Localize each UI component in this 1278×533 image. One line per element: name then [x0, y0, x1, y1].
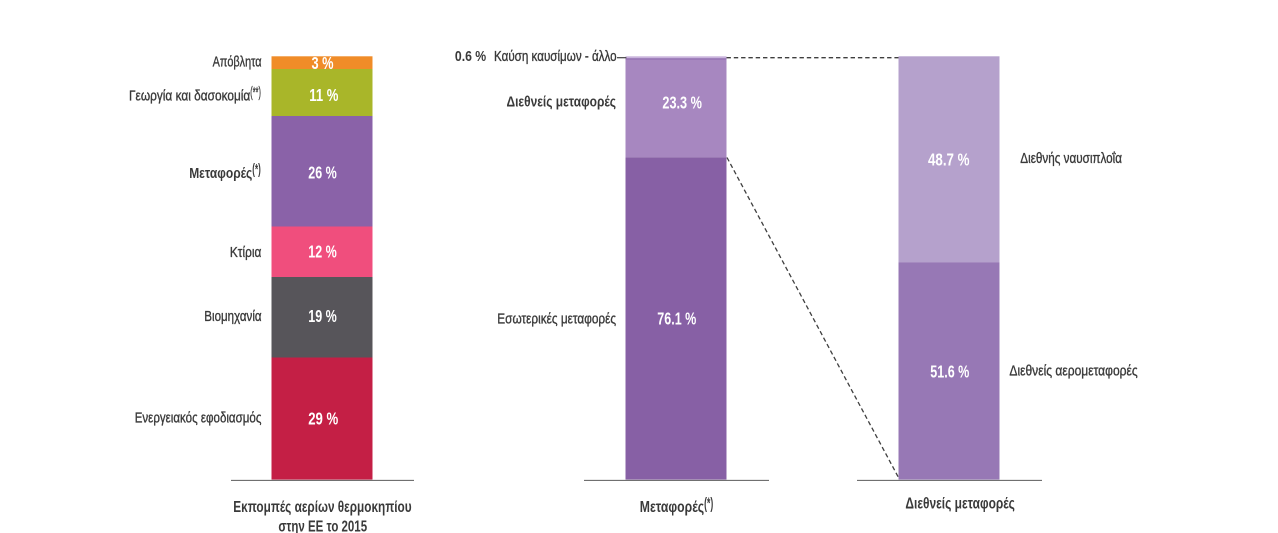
svg-text:51.6 %: 51.6 %	[930, 362, 969, 382]
svg-text:(*): (*)	[704, 495, 713, 512]
svg-text:Εσωτερικές μεταφορές: Εσωτερικές μεταφορές	[497, 311, 616, 327]
svg-text:(**): (**)	[250, 85, 261, 101]
svg-text:Διεθνείς αερομεταφορές: Διεθνείς αερομεταφορές	[1009, 364, 1137, 380]
svg-text:Εκπομπές αερίων θερμοκηπίου: Εκπομπές αερίων θερμοκηπίου	[233, 499, 411, 516]
svg-text:(*): (*)	[252, 162, 261, 178]
svg-text:19 %: 19 %	[308, 306, 337, 326]
svg-text:Απόβλητα: Απόβλητα	[213, 54, 262, 70]
svg-text:48.7 %: 48.7 %	[928, 150, 970, 170]
svg-text:Μεταφορές: Μεταφορές	[640, 499, 704, 516]
svg-text:Γεωργία και δασοκομία: Γεωργία και δασοκομία	[129, 88, 250, 104]
svg-text:12 %: 12 %	[308, 241, 337, 261]
svg-text:29 %: 29 %	[308, 408, 338, 428]
svg-text:στην ΕΕ το 2015: στην ΕΕ το 2015	[278, 518, 367, 533]
svg-text:11 %: 11 %	[309, 85, 338, 105]
svg-text:Ενεργειακός εφοδιασμός: Ενεργειακός εφοδιασμός	[135, 411, 262, 427]
svg-text:23.3 %: 23.3 %	[662, 92, 702, 112]
svg-text:Μεταφορές: Μεταφορές	[189, 166, 252, 182]
svg-text:Διεθνής ναυσιπλοΐα: Διεθνής ναυσιπλοΐα	[1020, 151, 1122, 167]
svg-text:3 %: 3 %	[312, 53, 334, 73]
svg-text:76.1 %: 76.1 %	[657, 309, 696, 329]
svg-text:Κτίρια: Κτίρια	[230, 245, 261, 261]
svg-text:0.6 %: 0.6 %	[455, 49, 486, 65]
svg-text:Βιομηχανία: Βιομηχανία	[204, 309, 261, 325]
svg-text:Διεθνείς μεταφορές: Διεθνείς μεταφορές	[905, 495, 1015, 512]
svg-text:26 %: 26 %	[308, 162, 337, 182]
svg-text:Καύση καυσίμων - άλλο: Καύση καυσίμων - άλλο	[494, 49, 617, 65]
svg-text:Διεθνείς μεταφορές: Διεθνείς μεταφορές	[507, 94, 617, 110]
